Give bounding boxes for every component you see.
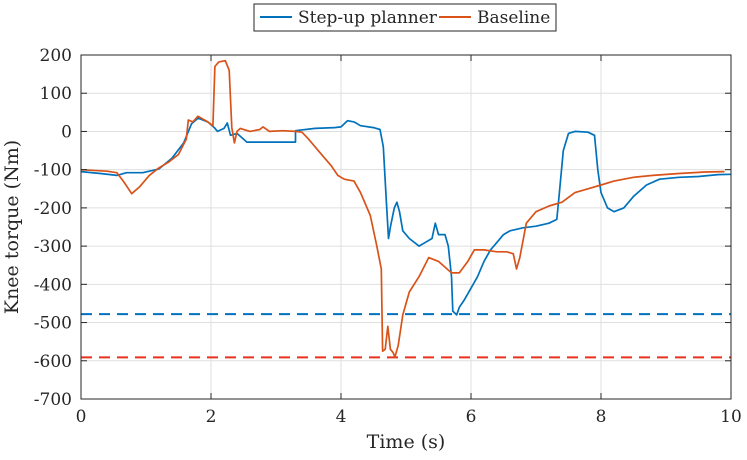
- legend: Step-up planner Baseline: [253, 3, 557, 32]
- series-lines: [81, 59, 731, 358]
- legend-box: [253, 3, 557, 32]
- y-tick-label: -700: [34, 390, 72, 410]
- plot-frame: [80, 54, 732, 400]
- x-tick-label: 2: [206, 407, 217, 427]
- series-line-1: [81, 59, 725, 358]
- y-tick-label: -300: [34, 237, 72, 257]
- y-tick-label: 100: [40, 84, 72, 104]
- x-tick-label: 6: [466, 407, 477, 427]
- legend-label-baseline: Baseline: [477, 8, 550, 28]
- legend-label-step-up: Step-up planner: [298, 8, 438, 28]
- y-axis: -700 -600 -500 -400 -300 -200 -100 0 100 200: [34, 46, 731, 410]
- y-axis-label: Knee torque (Nm): [1, 140, 23, 314]
- y-tick-label: -400: [34, 275, 72, 295]
- x-axis-label: Time (s): [367, 431, 446, 453]
- y-tick-label: 200: [40, 46, 72, 66]
- y-tick-label: -100: [34, 161, 72, 181]
- y-tick-label: -500: [34, 314, 72, 334]
- series-line-0: [81, 117, 731, 316]
- y-tick-label: 0: [61, 122, 72, 142]
- x-tick-label: 0: [76, 407, 87, 427]
- y-tick-label: -200: [34, 199, 72, 219]
- plot-area: [81, 55, 731, 399]
- y-tick-label: -600: [34, 352, 72, 372]
- x-tick-label: 10: [720, 407, 742, 427]
- x-tick-label: 4: [336, 407, 347, 427]
- x-axis: 0 2 4 6 8 10: [76, 55, 742, 427]
- x-tick-label: 8: [596, 407, 607, 427]
- reference-lines: [81, 313, 731, 359]
